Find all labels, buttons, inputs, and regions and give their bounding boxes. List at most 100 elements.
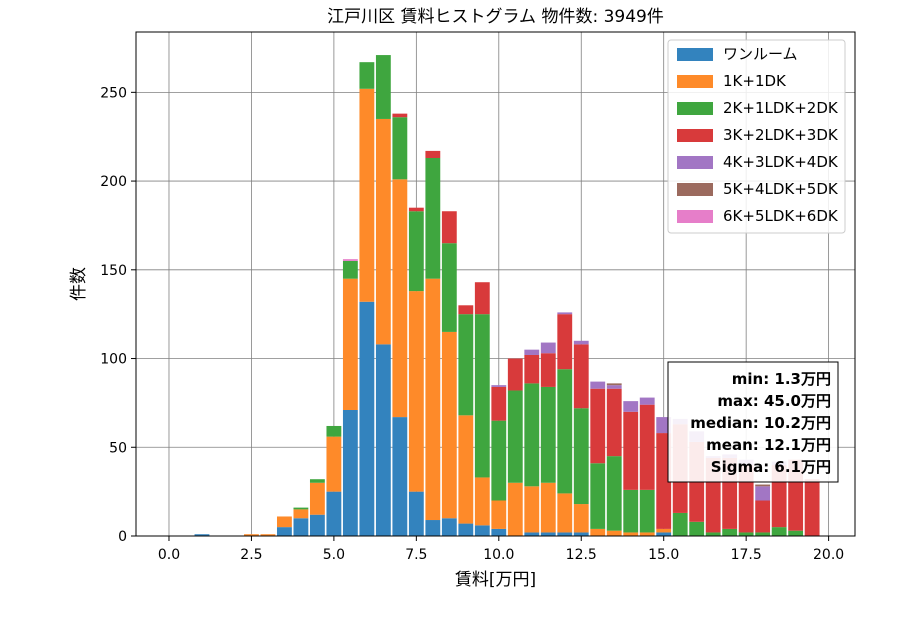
bar-0-26 [656,532,672,536]
bar-1-19 [540,482,556,533]
bar-4-25 [639,397,655,405]
bar-1-4 [293,509,309,519]
y-tick-label-5: 250 [100,85,127,101]
bar-2-22 [590,463,606,529]
bar-2-23 [606,456,622,531]
bar-1-13 [441,331,457,519]
bar-1-18 [524,486,540,533]
bar-2-5 [309,479,325,483]
bar-2-10 [392,117,408,180]
x-tick-label-7: 17.5 [731,547,762,563]
bar-4-20 [557,312,573,315]
bar-3-20 [557,314,573,370]
x-tick-label-5: 12.5 [566,547,597,563]
legend-swatch-5 [677,183,713,196]
bar-3-17 [507,358,523,391]
bar-2-32 [755,532,771,536]
bar-3-12 [425,150,441,158]
legend-label-2: 2K+1LDK+2DK [723,99,839,117]
bar-3-24 [623,411,639,490]
bar-1-1 [244,534,259,536]
bar-1-16 [491,500,507,529]
stats-line-0: min: 1.3万円 [732,370,831,388]
bar-0-8 [359,301,375,536]
bar-4-18 [524,349,540,355]
bar-2-30 [722,528,738,536]
bar-3-11 [408,207,424,212]
legend: ワンルーム 1K+1DK 2K+1LDK+2DK 3K+2LDK+3DK 4K+3LDK… [667,39,846,234]
bar-4-16 [491,385,507,387]
x-tick-label-4: 10.0 [483,547,514,563]
bar-3-21 [573,344,589,409]
bar-0-5 [309,514,325,536]
bar-2-20 [557,369,573,494]
stats-box: min: 1.3万円 max: 45.0万円 median: 10.2万円 mean:… [667,361,839,483]
bar-2-18 [524,383,540,487]
stats-line-1: max: 45.0万円 [717,392,831,410]
bar-0-13 [441,518,457,536]
bar-2-19 [540,386,556,483]
x-axis-label: 賃料[万円] [455,570,536,590]
y-tick-label-3: 150 [100,263,127,279]
bar-2-27 [672,512,688,536]
legend-swatch-4 [677,156,713,169]
bar-2-11 [408,211,424,292]
stats-line-4: Sigma: 6.1万円 [711,458,831,476]
bar-0-11 [408,491,424,536]
x-tick-label-8: 20.0 [813,547,844,563]
bar-2-9 [375,55,391,119]
y-tick-label-0: 0 [118,529,127,545]
bar-4-23 [606,385,622,389]
bar-0-18 [524,532,540,536]
bar-1-15 [474,477,490,526]
bar-3-23 [606,388,622,457]
bar-1-11 [408,291,424,492]
x-tick-label-2: 5.0 [323,547,345,563]
bar-3-14 [458,305,474,315]
bar-1-24 [623,532,639,536]
bar-1-21 [573,504,589,533]
bar-0-0 [194,534,210,536]
legend-swatch-0 [677,48,713,61]
bar-2-21 [573,408,589,505]
bar-1-2 [260,534,276,536]
bar-3-32 [755,500,771,533]
bar-4-22 [590,381,606,389]
stats-box-frame [667,361,839,483]
bar-2-7 [342,260,358,279]
bar-2-14 [458,314,474,416]
bar-2-34 [788,530,804,536]
bar-0-15 [474,525,490,536]
bar-1-6 [326,436,342,492]
bar-0-10 [392,417,408,536]
bar-2-17 [507,390,523,483]
bar-1-9 [375,118,391,345]
bar-5-23 [606,383,622,386]
bar-2-28 [689,521,705,536]
bar-2-16 [491,420,507,501]
bar-3-26 [656,433,672,529]
bar-3-13 [441,211,457,244]
bar-2-29 [705,532,721,536]
legend-swatch-3 [677,129,713,142]
bar-0-21 [573,532,589,536]
bar-0-9 [375,344,391,536]
bar-0-12 [425,520,441,536]
bar-1-12 [425,278,441,521]
x-tick-label-0: 0.0 [158,547,180,563]
bar-3-18 [524,354,540,384]
axis-ticks: 0.0 2.5 5.0 7.5 10.0 12.5 15.0 17.5 20.0 0 50 100 15… [100,85,844,563]
x-tick-label-6: 15.0 [648,547,679,563]
bar-1-7 [342,278,358,410]
bar-2-31 [738,532,754,536]
bar-0-16 [491,528,507,536]
bar-4-21 [573,340,589,345]
bar-1-3 [276,516,292,528]
bar-0-3 [276,527,292,536]
bar-2-15 [474,314,490,478]
bar-1-10 [392,179,408,418]
bar-0-7 [342,410,358,536]
chart-title: 江戸川区 賃料ヒストグラム 物件数: 3949件 [327,7,664,27]
